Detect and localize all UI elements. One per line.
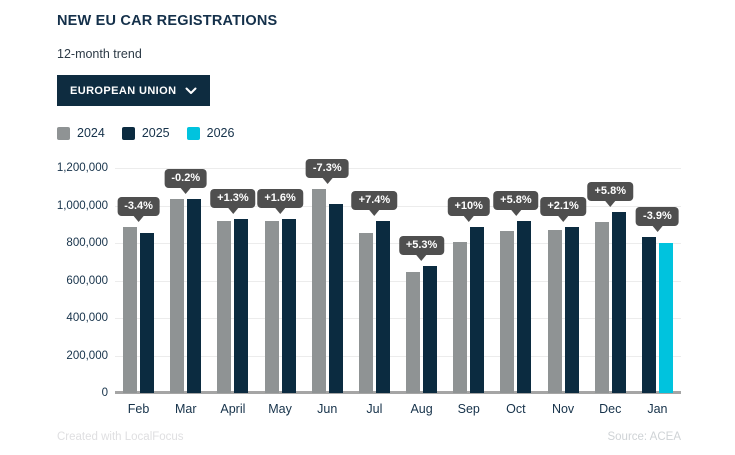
y-axis-tick: 200,000 bbox=[66, 349, 108, 362]
x-axis-line bbox=[115, 391, 681, 394]
change-badge-sep: +10% bbox=[447, 197, 490, 223]
plot-area: -3.4% Feb -0.2% Mar +1.3% April +1.6% May -7.3% J… bbox=[115, 158, 681, 416]
bar-group-sep: +10% Sep bbox=[445, 168, 492, 416]
bar-group-aug: +5.3% Aug bbox=[398, 168, 445, 416]
change-badge-april: +1.3% bbox=[210, 189, 256, 215]
bar-2025-mar[interactable] bbox=[187, 199, 202, 393]
change-badge-mar: -0.2% bbox=[164, 168, 208, 194]
change-badge-feb: -3.4% bbox=[117, 197, 160, 223]
x-axis-label-aug: Aug bbox=[410, 402, 433, 416]
gridline bbox=[115, 355, 681, 357]
bar-2024-sep[interactable] bbox=[453, 242, 468, 393]
bar-2024-mar[interactable] bbox=[170, 198, 185, 393]
bar-2026-jan[interactable] bbox=[658, 243, 673, 393]
x-axis-label-oct: Oct bbox=[506, 402, 526, 416]
y-axis-tick: 1,200,000 bbox=[56, 162, 108, 174]
bar-2025-dec[interactable] bbox=[611, 212, 626, 393]
bar-group-may: +1.6% May bbox=[257, 168, 304, 416]
x-axis-label-feb: Feb bbox=[127, 402, 150, 416]
bar-2025-feb[interactable] bbox=[140, 232, 155, 393]
legend-swatch-2026 bbox=[186, 126, 200, 140]
gridline bbox=[115, 318, 681, 319]
gridline bbox=[115, 243, 681, 244]
legend-item-2026: 2026 bbox=[186, 126, 235, 140]
gridline bbox=[115, 168, 681, 169]
attribution-text: Created with LocalFocus bbox=[57, 431, 184, 443]
bar-2025-nov[interactable] bbox=[564, 226, 579, 393]
bar-2025-oct[interactable] bbox=[517, 221, 532, 393]
y-axis: 1,200,000 1,000,000 800,000 600,000 400,000 2… bbox=[0, 162, 108, 399]
bar-2024-nov[interactable] bbox=[547, 229, 562, 393]
x-axis-label-jun: Jun bbox=[317, 402, 338, 416]
bar-2025-jan[interactable] bbox=[641, 237, 656, 393]
y-axis-tick: 600,000 bbox=[66, 274, 108, 287]
gridline bbox=[115, 280, 681, 282]
legend-item-2024: 2024 bbox=[57, 126, 105, 140]
region-dropdown-value: EUROPEAN UNION bbox=[70, 84, 177, 97]
chart-title: NEW EU CAR REGISTRATIONS bbox=[57, 13, 278, 29]
change-badge-aug: +5.3% bbox=[398, 235, 445, 261]
source-text: Source: ACEA bbox=[607, 431, 681, 443]
bar-2024-aug[interactable] bbox=[406, 272, 421, 393]
x-axis-label-mar: Mar bbox=[174, 402, 197, 416]
change-badge-nov: +2.1% bbox=[540, 196, 586, 222]
x-axis-label-jul: Jul bbox=[366, 402, 383, 416]
x-axis-label-april: April bbox=[220, 402, 246, 416]
x-axis-label-jan: Jan bbox=[647, 402, 668, 416]
legend-item-2025: 2025 bbox=[121, 126, 170, 140]
change-badge-jan: -3.9% bbox=[636, 207, 679, 233]
gridline bbox=[115, 205, 681, 207]
bar-2024-april[interactable] bbox=[217, 221, 232, 393]
bar-group-april: +1.3% April bbox=[209, 168, 256, 416]
bar-group-oct: +5.8% Oct bbox=[492, 168, 539, 416]
change-badge-oct: +5.8% bbox=[493, 191, 539, 217]
bar-group-jun: -7.3% Jun bbox=[304, 158, 351, 416]
change-badge-jun: -7.3% bbox=[305, 158, 349, 184]
bar-2025-jun[interactable] bbox=[328, 203, 343, 393]
x-axis-label-dec: Dec bbox=[599, 402, 622, 416]
x-axis-label-may: May bbox=[268, 402, 292, 416]
change-badge-may: +1.6% bbox=[257, 188, 303, 214]
bar-2024-jul[interactable] bbox=[358, 233, 373, 393]
legend-label: 2026 bbox=[206, 126, 235, 140]
bar-group-nov: +2.1% Nov bbox=[540, 168, 587, 416]
x-axis-label-sep: Sep bbox=[457, 402, 480, 416]
chevron-down-icon bbox=[185, 87, 197, 95]
bar-2025-sep[interactable] bbox=[470, 227, 485, 393]
x-axis-label-nov: Nov bbox=[551, 402, 575, 416]
legend-label: 2025 bbox=[141, 126, 170, 140]
y-axis-tick: 0 bbox=[101, 387, 108, 399]
chart-subtitle: 12-month trend bbox=[57, 47, 142, 61]
bar-group-jan: -3.9% Jan bbox=[634, 168, 681, 416]
change-badge-dec: +5.8% bbox=[587, 182, 633, 208]
bar-group-jul: +7.4% Jul bbox=[351, 168, 398, 416]
y-axis-tick: 400,000 bbox=[66, 312, 108, 324]
bar-group-feb: -3.4% Feb bbox=[115, 168, 162, 416]
bar-2024-oct[interactable] bbox=[500, 230, 515, 393]
y-axis-tick: 800,000 bbox=[66, 237, 108, 249]
bar-2024-jun[interactable] bbox=[311, 188, 326, 393]
bar-2025-may[interactable] bbox=[281, 218, 296, 393]
bar-2024-may[interactable] bbox=[264, 221, 279, 393]
bar-group-dec: +5.8% Dec bbox=[587, 168, 634, 416]
bar-group-mar: -0.2% Mar bbox=[162, 168, 209, 416]
legend-swatch-2025 bbox=[121, 126, 135, 140]
bar-2024-dec[interactable] bbox=[594, 222, 609, 393]
bar-2025-aug[interactable] bbox=[423, 265, 438, 393]
bar-2025-april[interactable] bbox=[234, 219, 249, 393]
bar-2024-feb[interactable] bbox=[123, 227, 138, 393]
bar-2025-jul[interactable] bbox=[375, 221, 390, 393]
legend-label: 2024 bbox=[77, 126, 105, 140]
y-axis-tick: 1,000,000 bbox=[56, 199, 108, 212]
legend: 2024 2025 2026 bbox=[57, 126, 234, 140]
region-dropdown[interactable]: EUROPEAN UNION bbox=[57, 75, 211, 106]
change-badge-jul: +7.4% bbox=[351, 191, 398, 217]
legend-swatch-2024 bbox=[57, 126, 70, 140]
